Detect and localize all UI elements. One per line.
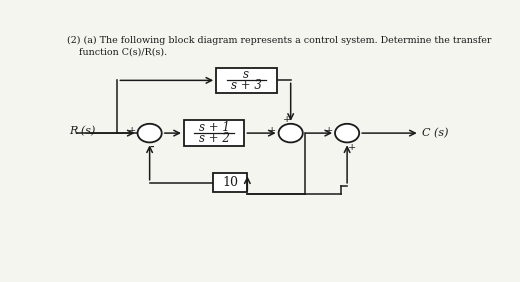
Text: s: s <box>243 69 250 81</box>
Text: +: + <box>128 126 136 135</box>
Text: +: + <box>283 115 292 124</box>
Text: +: + <box>348 143 356 151</box>
Text: C (s): C (s) <box>422 128 448 138</box>
Text: +: + <box>268 125 277 135</box>
Text: s + 1: s + 1 <box>199 121 229 134</box>
FancyBboxPatch shape <box>213 173 248 192</box>
Text: (2) (a) The following block diagram represents a control system. Determine the t: (2) (a) The following block diagram repr… <box>67 36 491 45</box>
Text: function C(s)/R(s).: function C(s)/R(s). <box>79 48 167 57</box>
Text: R (s): R (s) <box>69 125 95 136</box>
Text: -: - <box>150 142 154 153</box>
Text: s + 2: s + 2 <box>199 133 229 146</box>
FancyBboxPatch shape <box>216 68 277 93</box>
FancyBboxPatch shape <box>184 120 244 146</box>
Text: 10: 10 <box>222 176 238 189</box>
Text: s + 3: s + 3 <box>231 79 262 92</box>
Circle shape <box>279 124 303 142</box>
Text: +: + <box>325 125 333 135</box>
Circle shape <box>335 124 359 142</box>
Circle shape <box>137 124 162 142</box>
